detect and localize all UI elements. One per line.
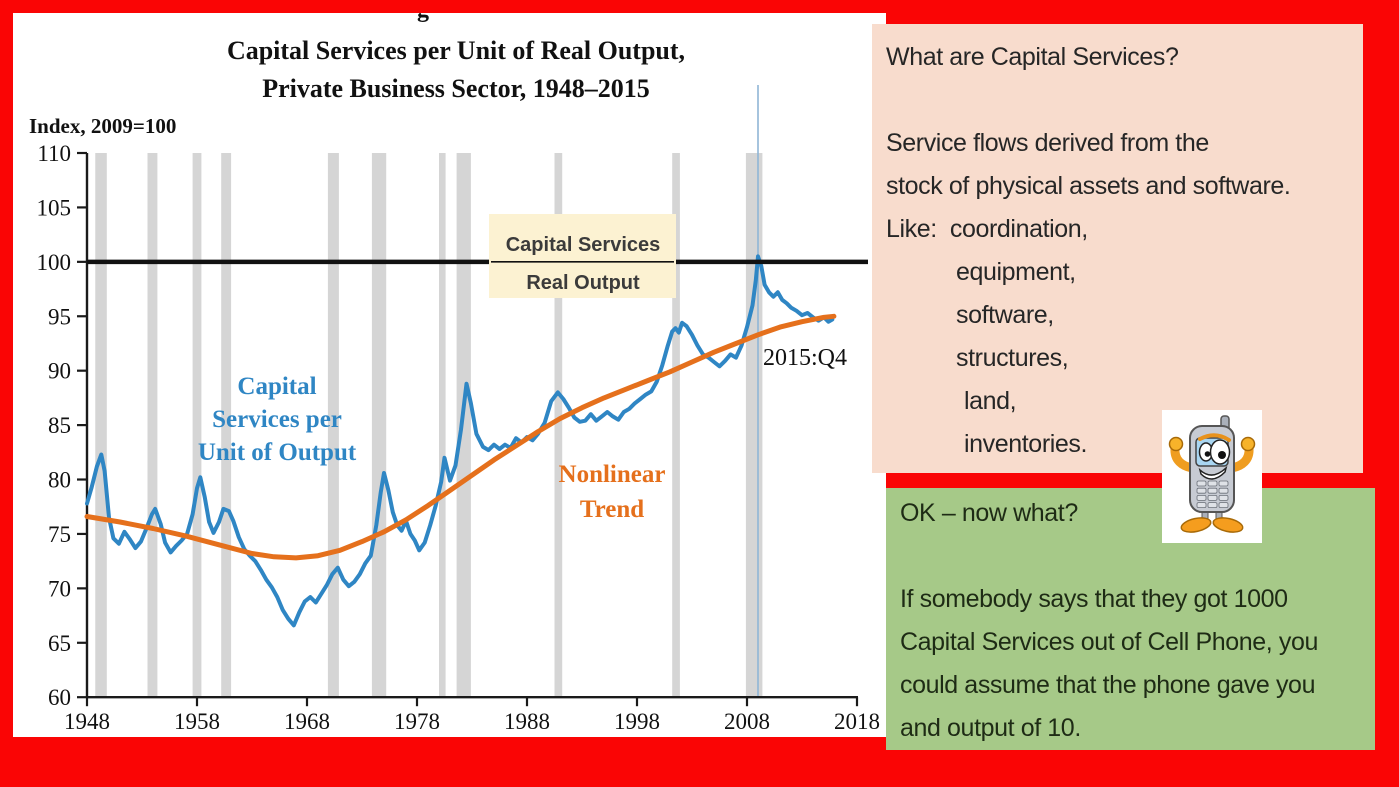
keypad-button bbox=[1207, 480, 1218, 487]
y-tick-label: 100 bbox=[37, 250, 72, 275]
cell-phone-mascot bbox=[1168, 415, 1256, 533]
chart-plot-area: 60 65 70 75 80 85 90 95 100 105 110 1948 1958 1968 197… bbox=[37, 85, 880, 734]
pink-line: structures, bbox=[956, 344, 1069, 372]
keypad-button bbox=[1218, 502, 1229, 508]
y-tick-label: 80 bbox=[48, 468, 71, 493]
green-line: Capital Services out of Cell Phone, you bbox=[900, 628, 1318, 656]
keypad-button bbox=[1207, 502, 1218, 508]
phone-keypad bbox=[1196, 480, 1229, 508]
recession-band bbox=[672, 153, 680, 698]
y-tick-label: 95 bbox=[48, 304, 71, 329]
chart-title-line2: Private Business Sector, 1948–2015 bbox=[262, 74, 650, 103]
green-line: OK – now what? bbox=[900, 499, 1078, 527]
pink-line: software, bbox=[956, 301, 1054, 329]
y-tick-label: 105 bbox=[37, 195, 72, 220]
trend-line bbox=[84, 313, 837, 561]
capital-services-line bbox=[85, 254, 835, 628]
pink-line bbox=[886, 79, 1363, 122]
phone-right-foot bbox=[1212, 517, 1244, 533]
y-tick-label: 65 bbox=[48, 631, 71, 656]
series-label-line2: Services per bbox=[212, 406, 342, 433]
trend-label-line2: Trend bbox=[580, 496, 644, 523]
end-period-label: 2015:Q4 bbox=[763, 345, 847, 371]
keypad-button bbox=[1196, 495, 1207, 501]
phone-smile bbox=[1198, 465, 1228, 480]
capital-services-chart: 60 65 70 75 80 85 90 95 100 105 110 1948 1958 1968 197… bbox=[29, 0, 880, 734]
y-tick-label: 60 bbox=[48, 685, 71, 710]
x-tick-label: 1958 bbox=[174, 709, 220, 734]
legend-box bbox=[489, 214, 676, 298]
pink-line: equipment, bbox=[956, 258, 1076, 286]
recession-band bbox=[327, 153, 339, 698]
definition-text-box: What are Capital Services? Service flows… bbox=[872, 24, 1363, 473]
y-tick-label: 85 bbox=[48, 413, 71, 438]
y-tick-label: 90 bbox=[48, 359, 71, 384]
y-tick-label: 70 bbox=[48, 576, 71, 601]
green-line: If somebody says that they got 1000 bbox=[900, 585, 1288, 613]
recession-band bbox=[439, 153, 446, 698]
recession-band bbox=[554, 153, 563, 698]
green-line: could assume that the phone gave you bbox=[900, 671, 1316, 699]
recession-band bbox=[192, 153, 202, 698]
green-line bbox=[900, 535, 1375, 578]
x-tick-label: 2008 bbox=[724, 709, 770, 734]
phone-right-pupil bbox=[1218, 451, 1226, 459]
x-tick-label: 1978 bbox=[394, 709, 440, 734]
pink-line: inventories. bbox=[964, 430, 1088, 458]
series-label-line3: Unit of Output bbox=[198, 439, 357, 466]
cropped-heading-fragment: g bbox=[417, 13, 429, 23]
phone-right-fist bbox=[1240, 436, 1256, 452]
x-tick-label: 1968 bbox=[284, 709, 330, 734]
x-tick-label: 1998 bbox=[614, 709, 660, 734]
x-tick-label: 2018 bbox=[834, 709, 880, 734]
keypad-button bbox=[1218, 487, 1229, 494]
recession-band bbox=[745, 153, 763, 698]
recession-band bbox=[147, 153, 158, 698]
pink-line: Like: coordination, bbox=[886, 215, 1088, 243]
phone-left-fist bbox=[1168, 436, 1184, 452]
phone-eyebrow bbox=[1198, 433, 1231, 442]
pink-line: land, bbox=[964, 387, 1017, 415]
pink-line: What are Capital Services? bbox=[886, 43, 1179, 71]
green-line: and output of 10. bbox=[900, 714, 1081, 742]
axis-units-note: Index, 2009=100 bbox=[29, 114, 176, 138]
keypad-button bbox=[1207, 495, 1218, 501]
chart-title-line1: Capital Services per Unit of Real Output… bbox=[227, 36, 685, 65]
recession-band bbox=[221, 153, 232, 698]
keypad-button bbox=[1207, 487, 1218, 494]
keypad-button bbox=[1218, 480, 1229, 487]
legend-denominator: Real Output bbox=[526, 272, 640, 294]
recession-band bbox=[456, 153, 471, 698]
example-text-box: OK – now what? If somebody says that the… bbox=[886, 488, 1375, 750]
trend-label-line1: Nonlinear bbox=[559, 461, 666, 488]
pink-line: stock of physical assets and software. bbox=[886, 172, 1291, 200]
keypad-button bbox=[1196, 480, 1207, 487]
pink-line: Service flows derived from the bbox=[886, 129, 1209, 157]
phone-left-pupil bbox=[1204, 451, 1211, 457]
phone-left-foot bbox=[1180, 517, 1212, 533]
keypad-button bbox=[1218, 495, 1229, 501]
series-label-line1: Capital bbox=[237, 373, 316, 400]
y-tick-label: 75 bbox=[48, 522, 71, 547]
x-tick-label: 1988 bbox=[504, 709, 550, 734]
recession-band bbox=[371, 153, 387, 698]
keypad-button bbox=[1196, 502, 1207, 508]
legend-numerator: Capital Services bbox=[506, 234, 661, 256]
x-tick-label: 1948 bbox=[64, 709, 110, 734]
chart-panel: 60 65 70 75 80 85 90 95 100 105 110 1948 1958 1968 197… bbox=[13, 0, 886, 737]
keypad-button bbox=[1196, 487, 1207, 494]
y-tick-label: 110 bbox=[37, 141, 71, 166]
recession-band bbox=[95, 153, 107, 698]
cell-phone-mascot-image bbox=[1162, 410, 1262, 543]
